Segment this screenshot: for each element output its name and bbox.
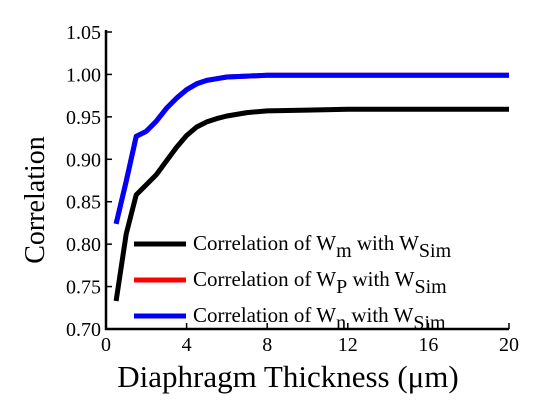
- legend-text-part: Correlation of W: [193, 231, 336, 255]
- x-tick-label: 12: [338, 334, 358, 356]
- x-tick-label: 16: [418, 334, 438, 356]
- legend-label-2: Correlation of Wn with WSim: [193, 303, 446, 334]
- y-tick-label: 0.80: [66, 234, 101, 256]
- legend-subscript: m: [336, 240, 352, 262]
- series-line-2: [113, 72, 509, 225]
- x-tick-label: 20: [499, 334, 519, 356]
- legend-text-part: Correlation of W: [193, 303, 336, 327]
- legend-label-0: Correlation of Wm with WSim: [193, 231, 452, 262]
- y-tick-label: 1.05: [66, 22, 101, 44]
- legend-subscript: Sim: [413, 312, 446, 334]
- y-tick-label: 0.75: [66, 277, 101, 299]
- legend-subscript: Sim: [414, 276, 447, 298]
- legend-text-part: with W: [346, 303, 413, 327]
- y-tick-label: 0.85: [66, 192, 101, 214]
- legend-subscript: P: [336, 276, 347, 298]
- legend-subscript: Sim: [419, 240, 452, 262]
- y-axis-title: Correlation: [20, 136, 51, 264]
- series-lines: [113, 72, 509, 302]
- y-tick-label: 0.70: [66, 319, 101, 341]
- x-axis-title: Diaphragm Thickness (μm): [117, 359, 458, 394]
- series-line-0: [113, 106, 509, 302]
- legend-subscript: n: [336, 312, 346, 334]
- x-tick-label: 0: [101, 334, 111, 356]
- legend-text-part: Correlation of W: [193, 267, 336, 291]
- y-tick-label: 0.95: [66, 107, 101, 129]
- x-tick-label: 8: [262, 334, 272, 356]
- x-tick-label: 4: [182, 334, 192, 356]
- axes: 0.70 0.75 0.80 0.85 0.90 0.95 1.00 1.05 0 4 8 12 16 2…: [66, 22, 519, 356]
- legend-text-part: with W: [352, 231, 419, 255]
- y-tick-label: 1.00: [66, 64, 101, 86]
- y-tick-label: 0.90: [66, 149, 101, 171]
- legend-label-1: Correlation of WP with WSim: [193, 267, 447, 298]
- legend-text-part: with W: [347, 267, 414, 291]
